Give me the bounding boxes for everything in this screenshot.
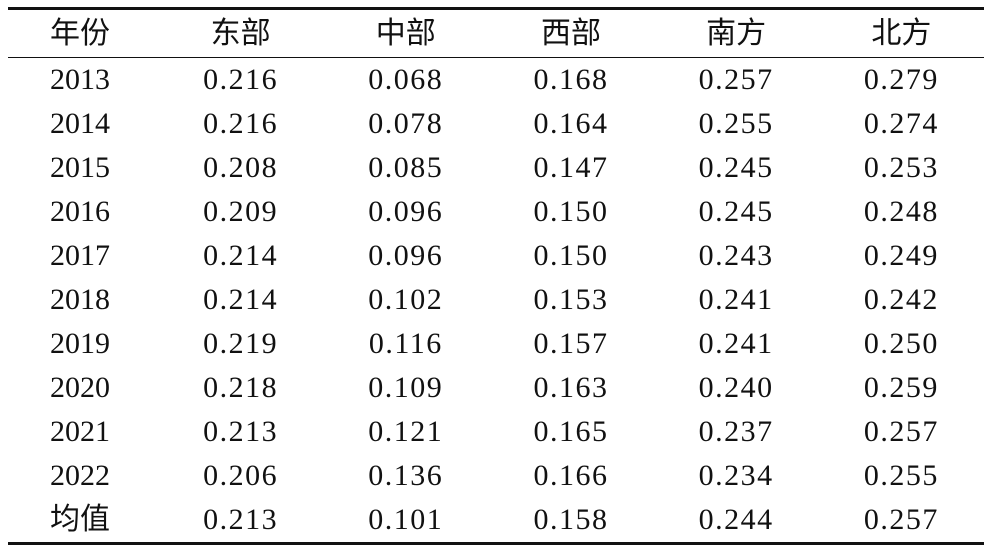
header-cell: 北方 (818, 8, 984, 58)
value-cell: 0.164 (533, 107, 609, 140)
table-row: 2016 0.209 0.096 0.150 0.245 0.248 (8, 190, 984, 234)
table-row: 2021 0.213 0.121 0.165 0.237 0.257 (8, 410, 984, 454)
row-label: 2016 (50, 195, 110, 228)
value-cell: 0.150 (533, 195, 609, 228)
value-cell: 0.166 (533, 459, 609, 492)
value-cell: 0.243 (698, 239, 774, 272)
table-row: 2015 0.208 0.085 0.147 0.245 0.253 (8, 146, 984, 190)
value-cell: 0.245 (698, 195, 774, 228)
value-cell: 0.218 (203, 371, 279, 404)
header-cell: 西部 (488, 8, 654, 58)
value-cell: 0.068 (368, 63, 444, 96)
value-cell: 0.096 (368, 195, 444, 228)
value-cell: 0.096 (368, 239, 444, 272)
value-cell: 0.168 (533, 63, 609, 96)
row-label: 2013 (50, 63, 110, 96)
header-cell: 南方 (653, 8, 819, 58)
value-cell: 0.163 (533, 371, 609, 404)
value-cell: 0.213 (203, 415, 279, 448)
value-cell: 0.157 (533, 327, 609, 360)
value-cell: 0.237 (698, 415, 774, 448)
value-cell: 0.102 (368, 283, 444, 316)
value-cell: 0.244 (698, 503, 774, 536)
value-cell: 0.259 (863, 371, 939, 404)
value-cell: 0.085 (368, 151, 444, 184)
row-label: 2020 (50, 371, 110, 404)
value-cell: 0.242 (863, 283, 939, 316)
value-cell: 0.249 (863, 239, 939, 272)
value-cell: 0.257 (863, 503, 939, 536)
row-label: 2015 (50, 151, 110, 184)
header-cell: 中部 (323, 8, 489, 58)
value-cell: 0.245 (698, 151, 774, 184)
value-cell: 0.078 (368, 107, 444, 140)
table-row: 2017 0.214 0.096 0.150 0.243 0.249 (8, 234, 984, 278)
table-row: 2020 0.218 0.109 0.163 0.240 0.259 (8, 366, 984, 410)
row-label: 2018 (50, 283, 110, 316)
header-cell: 年份 (8, 8, 158, 58)
value-cell: 0.255 (863, 459, 939, 492)
value-cell: 0.234 (698, 459, 774, 492)
value-cell: 0.147 (533, 151, 609, 184)
value-cell: 0.257 (863, 415, 939, 448)
row-label: 2014 (50, 107, 110, 140)
value-cell: 0.206 (203, 459, 279, 492)
value-cell: 0.209 (203, 195, 279, 228)
value-cell: 0.274 (863, 107, 939, 140)
header-cell: 东部 (158, 8, 324, 58)
value-cell: 0.153 (533, 283, 609, 316)
row-label: 2017 (50, 239, 110, 272)
value-cell: 0.158 (533, 503, 609, 536)
value-cell: 0.213 (203, 503, 279, 536)
value-cell: 0.257 (698, 63, 774, 96)
row-label: 2021 (50, 415, 110, 448)
value-cell: 0.214 (203, 239, 279, 272)
value-cell: 0.241 (698, 283, 774, 316)
row-label: 2022 (50, 459, 110, 492)
value-cell: 0.216 (203, 63, 279, 96)
table-row: 2018 0.214 0.102 0.153 0.241 0.242 (8, 278, 984, 322)
value-cell: 0.279 (863, 63, 939, 96)
header-row: 年份 东部 中部 西部 南方 北方 (8, 8, 984, 58)
value-cell: 0.240 (698, 371, 774, 404)
value-cell: 0.150 (533, 239, 609, 272)
value-cell: 0.101 (368, 503, 444, 536)
value-cell: 0.255 (698, 107, 774, 140)
value-cell: 0.250 (863, 327, 939, 360)
table-row: 均值 0.213 0.101 0.158 0.244 0.257 (8, 498, 984, 544)
value-cell: 0.248 (863, 195, 939, 228)
value-cell: 0.208 (203, 151, 279, 184)
value-cell: 0.165 (533, 415, 609, 448)
value-cell: 0.136 (368, 459, 444, 492)
value-cell: 0.253 (863, 151, 939, 184)
row-label: 均值 (50, 503, 110, 536)
value-cell: 0.109 (368, 371, 444, 404)
value-cell: 0.121 (368, 415, 444, 448)
table-row: 2014 0.216 0.078 0.164 0.255 0.274 (8, 102, 984, 146)
value-cell: 0.116 (368, 327, 443, 360)
table-row: 2013 0.216 0.068 0.168 0.257 0.279 (8, 58, 984, 103)
value-cell: 0.241 (698, 327, 774, 360)
table-row: 2019 0.219 0.116 0.157 0.241 0.250 (8, 322, 984, 366)
table-row: 2022 0.206 0.136 0.166 0.234 0.255 (8, 454, 984, 498)
value-cell: 0.214 (203, 283, 279, 316)
table-body: 2013 0.216 0.068 0.168 0.257 0.279 2014 0.216 0.… (8, 58, 984, 544)
value-cell: 0.219 (203, 327, 279, 360)
value-cell: 0.216 (203, 107, 279, 140)
row-label: 2019 (50, 327, 110, 360)
data-table: 年份 东部 中部 西部 南方 北方 2013 0.216 0.068 0.168 0.257 0.2… (8, 7, 984, 545)
